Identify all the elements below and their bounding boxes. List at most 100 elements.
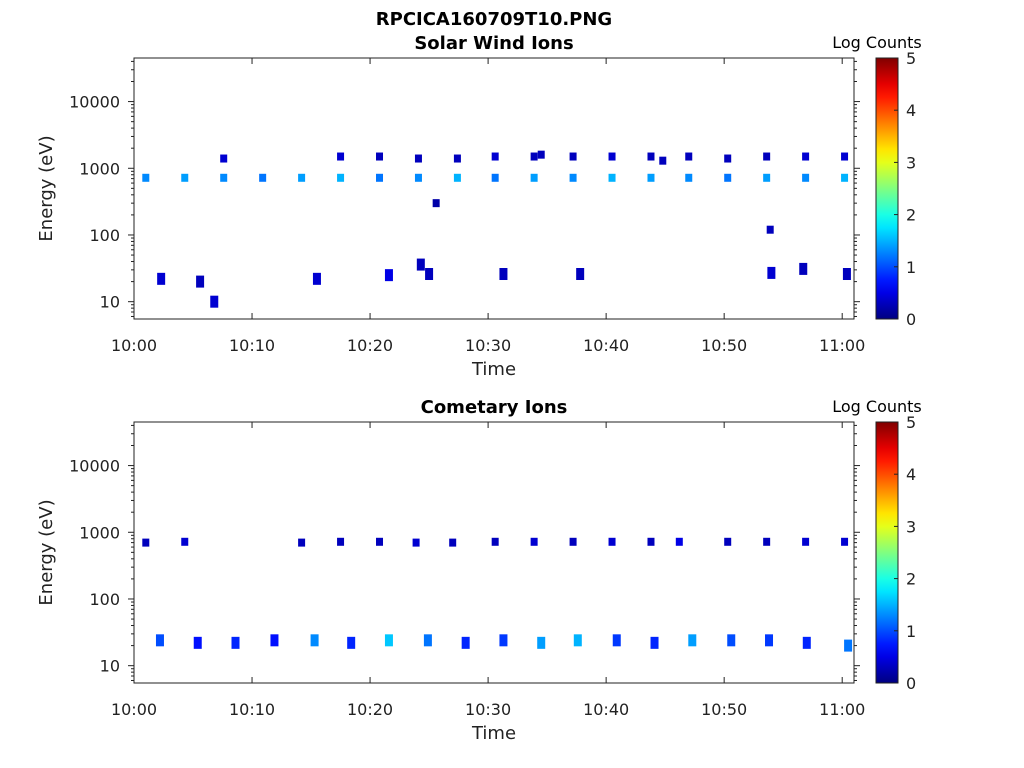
y-axis-label: Energy (eV) (36, 135, 57, 241)
plot-frame (133, 421, 855, 684)
data-cell (384, 269, 393, 282)
figure-title: RPCICA160709T10.PNG (376, 9, 612, 30)
colorbar-tick-label: 0 (906, 310, 916, 329)
data-cell (530, 152, 538, 161)
plot-frame (133, 57, 855, 320)
data-cell (573, 634, 582, 647)
data-cell (765, 634, 774, 647)
data-cell (767, 266, 776, 279)
colorbar-tick-label: 5 (906, 49, 916, 68)
data-cell (376, 537, 384, 546)
colorbar-tick-label: 4 (906, 465, 916, 484)
x-tick-label: 10:20 (347, 336, 393, 355)
data-cell (425, 268, 434, 281)
data-cell (685, 173, 693, 182)
x-tick-label: 10:30 (465, 700, 511, 719)
data-cell (196, 275, 205, 288)
data-cell (298, 173, 306, 182)
y-tick-label: 10000 (69, 457, 120, 476)
data-cell (841, 152, 849, 161)
x-tick-label: 10:00 (111, 336, 157, 355)
data-cell (414, 173, 422, 182)
colorbar-tick-label: 5 (906, 413, 916, 432)
data-cell (376, 152, 384, 161)
data-cell (802, 173, 810, 182)
data-cell (337, 152, 345, 161)
data-cell (499, 268, 508, 281)
colorbar-tick-label: 0 (906, 674, 916, 693)
data-cell (724, 537, 732, 546)
x-tick-label: 10:20 (347, 700, 393, 719)
y-tick-label: 100 (89, 590, 120, 609)
colorbar-label: Log Counts (832, 397, 922, 416)
data-cell (453, 173, 461, 182)
data-cell (461, 636, 470, 649)
data-cell (842, 268, 851, 281)
data-cell (802, 636, 811, 649)
data-cell (312, 272, 321, 285)
data-cell (844, 639, 853, 652)
data-cell (193, 636, 202, 649)
y-tick-label: 10000 (69, 93, 120, 112)
y-tick-label: 10 (100, 293, 120, 312)
data-cell (530, 173, 538, 182)
data-cell (453, 154, 461, 163)
data-cell (647, 537, 655, 546)
data-cell (412, 538, 420, 547)
data-cell (659, 156, 667, 165)
data-cell (414, 154, 422, 163)
data-cell (491, 152, 499, 161)
colorbar-tick-label: 2 (906, 206, 916, 225)
data-cell (491, 537, 499, 546)
data-cell (384, 634, 393, 647)
data-cell (210, 295, 219, 308)
colorbar (875, 421, 899, 684)
y-tick-label: 100 (89, 226, 120, 245)
y-tick-label: 1000 (79, 159, 120, 178)
data-cell (181, 173, 189, 182)
data-cell (310, 634, 319, 647)
colorbar-label: Log Counts (832, 33, 922, 52)
data-cell (766, 225, 774, 234)
data-cell (449, 538, 457, 547)
data-cell (142, 173, 150, 182)
data-cell (347, 636, 356, 649)
data-cell (569, 537, 577, 546)
x-tick-label: 10:30 (465, 336, 511, 355)
data-cell (337, 173, 345, 182)
data-cell (727, 634, 736, 647)
data-cell (530, 537, 538, 546)
data-cell (799, 262, 808, 275)
data-cell (416, 258, 425, 271)
x-tick-label: 10:40 (583, 700, 629, 719)
x-tick-label: 10:10 (229, 700, 275, 719)
data-cell (802, 152, 810, 161)
data-cell (220, 173, 228, 182)
colorbar (875, 57, 899, 320)
data-cell (608, 537, 616, 546)
data-cell (685, 152, 693, 161)
data-cell (537, 150, 545, 159)
data-cell (181, 537, 189, 546)
data-cell (763, 173, 771, 182)
data-cell (142, 538, 150, 547)
data-cell (569, 173, 577, 182)
x-tick-label: 10:40 (583, 336, 629, 355)
data-cell (688, 634, 697, 647)
x-axis-label: Time (471, 359, 516, 380)
solar-wind-ions-panel: Solar Wind Ions 10:00 10:10 10:20 10:30 10:40… (36, 33, 922, 380)
data-cell (724, 173, 732, 182)
data-cell (432, 199, 440, 208)
data-cell (423, 634, 432, 647)
x-tick-label: 10:50 (701, 336, 747, 355)
data-cell (763, 152, 771, 161)
y-axis-label: Energy (eV) (36, 499, 57, 605)
data-cell (259, 173, 267, 182)
data-cell (763, 537, 771, 546)
data-cell (675, 537, 683, 546)
colorbar-tick-label: 3 (906, 153, 916, 172)
data-cell (576, 268, 585, 281)
data-cell (612, 634, 621, 647)
